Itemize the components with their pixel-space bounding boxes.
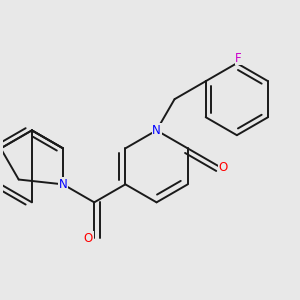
Text: N: N (152, 124, 161, 137)
Text: F: F (235, 52, 242, 65)
Text: O: O (218, 161, 227, 175)
Text: O: O (84, 232, 93, 245)
Text: N: N (59, 178, 68, 191)
